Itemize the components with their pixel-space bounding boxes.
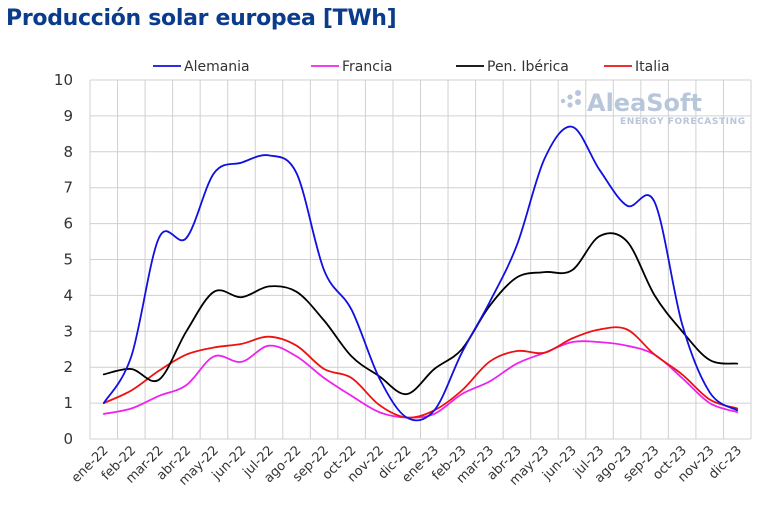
grid — [89, 79, 752, 440]
series-line-alemania — [102, 125, 739, 422]
legend-label: Pen. Ibérica — [487, 59, 569, 75]
y-tick-label: 7 — [63, 179, 73, 197]
logo-brand: AleaSoft — [587, 89, 702, 117]
y-tick-label: 10 — [54, 71, 73, 89]
y-tick-label: 3 — [63, 322, 73, 340]
y-tick-label: 6 — [63, 215, 73, 233]
legend: Alemania Francia Pen. Ibérica Italia — [153, 59, 670, 75]
legend-label: Italia — [635, 59, 670, 75]
aleasoft-logo: AleaSoft ENERGY FORECASTING — [560, 89, 746, 127]
logo-dot — [575, 90, 581, 96]
y-tick-label: 8 — [63, 143, 73, 161]
series-line-pen-iberica — [102, 232, 739, 396]
y-tick-label: 4 — [63, 286, 73, 304]
legend-label: Alemania — [184, 59, 250, 75]
series-line-italia — [102, 326, 739, 419]
legend-label: Francia — [342, 59, 392, 75]
y-tick-label: 0 — [63, 430, 73, 448]
y-tick-label: 1 — [63, 394, 73, 412]
series-line-francia — [102, 340, 739, 419]
axes: 012345678910ene-22feb-22mar-22abr-22may-… — [54, 71, 745, 489]
chart-title: Producción solar europea [TWh] — [6, 6, 397, 31]
logo-dot — [575, 99, 581, 105]
y-tick-label: 2 — [63, 358, 73, 376]
logo-dot — [567, 102, 573, 108]
logo-dot — [560, 98, 566, 104]
logo-tagline: ENERGY FORECASTING — [620, 117, 746, 127]
y-tick-label: 9 — [63, 107, 73, 125]
series — [102, 125, 739, 422]
logo-dot — [567, 94, 573, 100]
y-tick-label: 5 — [63, 251, 73, 269]
